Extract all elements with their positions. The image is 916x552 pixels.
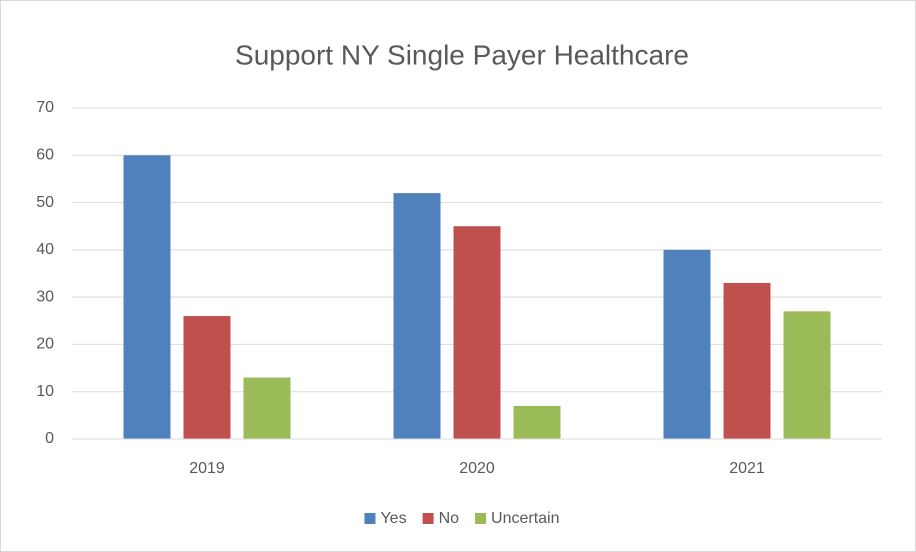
bar xyxy=(393,193,441,439)
bar xyxy=(243,377,291,439)
x-tick-label: 2020 xyxy=(459,460,495,477)
legend-label: No xyxy=(439,510,460,527)
y-tick-label: 30 xyxy=(36,288,54,305)
legend-label: Yes xyxy=(380,510,406,527)
chart-title: Support NY Single Payer Healthcare xyxy=(235,39,689,70)
bar xyxy=(453,226,501,439)
y-tick-label: 40 xyxy=(36,241,54,258)
legend-swatch xyxy=(422,513,434,524)
y-tick-label: 70 xyxy=(36,99,54,116)
bar xyxy=(663,249,711,439)
bar xyxy=(513,405,561,439)
y-tick-label: 0 xyxy=(45,430,54,447)
bar xyxy=(183,316,231,439)
legend-swatch xyxy=(475,513,487,524)
y-tick-label: 20 xyxy=(36,336,54,353)
legend-label: Uncertain xyxy=(491,510,559,527)
x-tick-label: 2019 xyxy=(189,460,225,477)
bar xyxy=(123,155,171,440)
y-tick-label: 60 xyxy=(36,147,54,164)
y-tick-label: 50 xyxy=(36,194,54,211)
bar xyxy=(723,282,771,439)
legend-swatch xyxy=(364,513,376,524)
y-tick-label: 10 xyxy=(36,383,54,400)
x-tick-label: 2021 xyxy=(729,460,765,477)
bar xyxy=(783,311,831,439)
